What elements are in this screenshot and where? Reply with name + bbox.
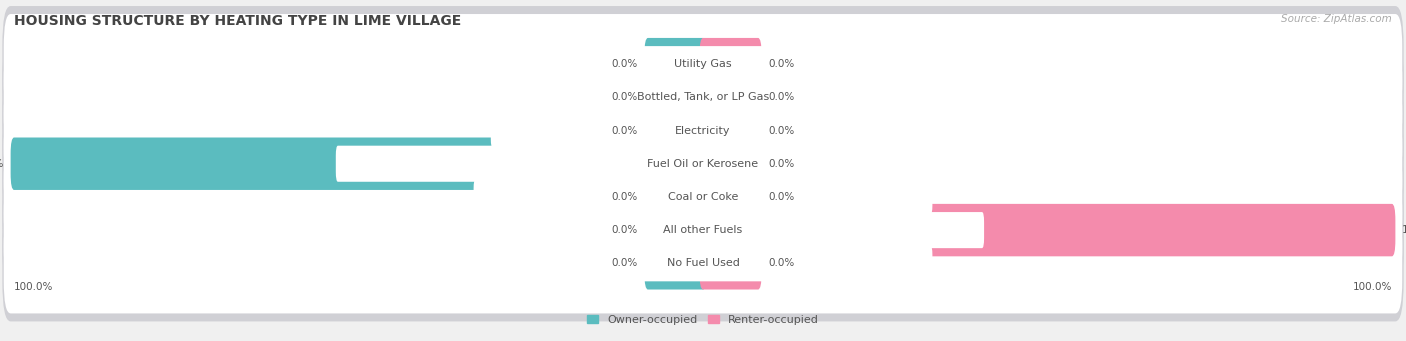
Text: Coal or Coke: Coal or Coke	[668, 192, 738, 202]
FancyBboxPatch shape	[700, 71, 762, 123]
FancyBboxPatch shape	[422, 212, 984, 248]
Text: 0.0%: 0.0%	[612, 225, 637, 235]
Text: 100.0%: 100.0%	[1353, 282, 1392, 292]
Text: Source: ZipAtlas.com: Source: ZipAtlas.com	[1281, 14, 1392, 24]
Text: 0.0%: 0.0%	[769, 159, 794, 169]
Text: 0.0%: 0.0%	[769, 192, 794, 202]
Text: No Fuel Used: No Fuel Used	[666, 258, 740, 268]
FancyBboxPatch shape	[336, 146, 1070, 182]
FancyBboxPatch shape	[4, 47, 1402, 147]
FancyBboxPatch shape	[644, 237, 706, 290]
Text: HOUSING STRUCTURE BY HEATING TYPE IN LIME VILLAGE: HOUSING STRUCTURE BY HEATING TYPE IN LIM…	[14, 14, 461, 28]
Text: Utility Gas: Utility Gas	[675, 59, 731, 69]
FancyBboxPatch shape	[644, 204, 706, 256]
Text: 0.0%: 0.0%	[612, 59, 637, 69]
FancyBboxPatch shape	[4, 180, 1402, 280]
Text: 100.0%: 100.0%	[14, 282, 53, 292]
FancyBboxPatch shape	[4, 147, 1402, 247]
FancyBboxPatch shape	[3, 6, 1403, 122]
FancyBboxPatch shape	[3, 106, 1403, 222]
Text: 0.0%: 0.0%	[612, 258, 637, 268]
FancyBboxPatch shape	[491, 46, 915, 82]
FancyBboxPatch shape	[700, 237, 762, 290]
FancyBboxPatch shape	[4, 14, 1402, 114]
Text: 0.0%: 0.0%	[769, 125, 794, 135]
FancyBboxPatch shape	[4, 213, 1402, 313]
Text: 0.0%: 0.0%	[769, 59, 794, 69]
FancyBboxPatch shape	[4, 114, 1402, 214]
FancyBboxPatch shape	[700, 137, 762, 190]
Text: All other Fuels: All other Fuels	[664, 225, 742, 235]
Text: 100.0%: 100.0%	[1402, 225, 1406, 235]
FancyBboxPatch shape	[3, 39, 1403, 155]
Text: 0.0%: 0.0%	[769, 258, 794, 268]
Legend: Owner-occupied, Renter-occupied: Owner-occupied, Renter-occupied	[582, 310, 824, 329]
Text: Electricity: Electricity	[675, 125, 731, 135]
FancyBboxPatch shape	[700, 204, 1395, 256]
FancyBboxPatch shape	[491, 113, 915, 149]
Text: Bottled, Tank, or LP Gas: Bottled, Tank, or LP Gas	[637, 92, 769, 102]
FancyBboxPatch shape	[474, 245, 932, 281]
FancyBboxPatch shape	[700, 171, 762, 223]
FancyBboxPatch shape	[3, 139, 1403, 255]
Text: 0.0%: 0.0%	[612, 192, 637, 202]
FancyBboxPatch shape	[474, 179, 932, 215]
FancyBboxPatch shape	[700, 104, 762, 157]
FancyBboxPatch shape	[3, 172, 1403, 288]
FancyBboxPatch shape	[700, 38, 762, 90]
FancyBboxPatch shape	[11, 137, 706, 190]
Text: 100.0%: 100.0%	[0, 159, 4, 169]
Text: Fuel Oil or Kerosene: Fuel Oil or Kerosene	[647, 159, 759, 169]
Text: 0.0%: 0.0%	[612, 92, 637, 102]
FancyBboxPatch shape	[267, 79, 1139, 115]
FancyBboxPatch shape	[644, 38, 706, 90]
FancyBboxPatch shape	[644, 171, 706, 223]
Text: 0.0%: 0.0%	[612, 125, 637, 135]
FancyBboxPatch shape	[644, 71, 706, 123]
FancyBboxPatch shape	[3, 72, 1403, 189]
FancyBboxPatch shape	[3, 205, 1403, 322]
Text: 0.0%: 0.0%	[769, 92, 794, 102]
FancyBboxPatch shape	[4, 80, 1402, 181]
FancyBboxPatch shape	[644, 104, 706, 157]
